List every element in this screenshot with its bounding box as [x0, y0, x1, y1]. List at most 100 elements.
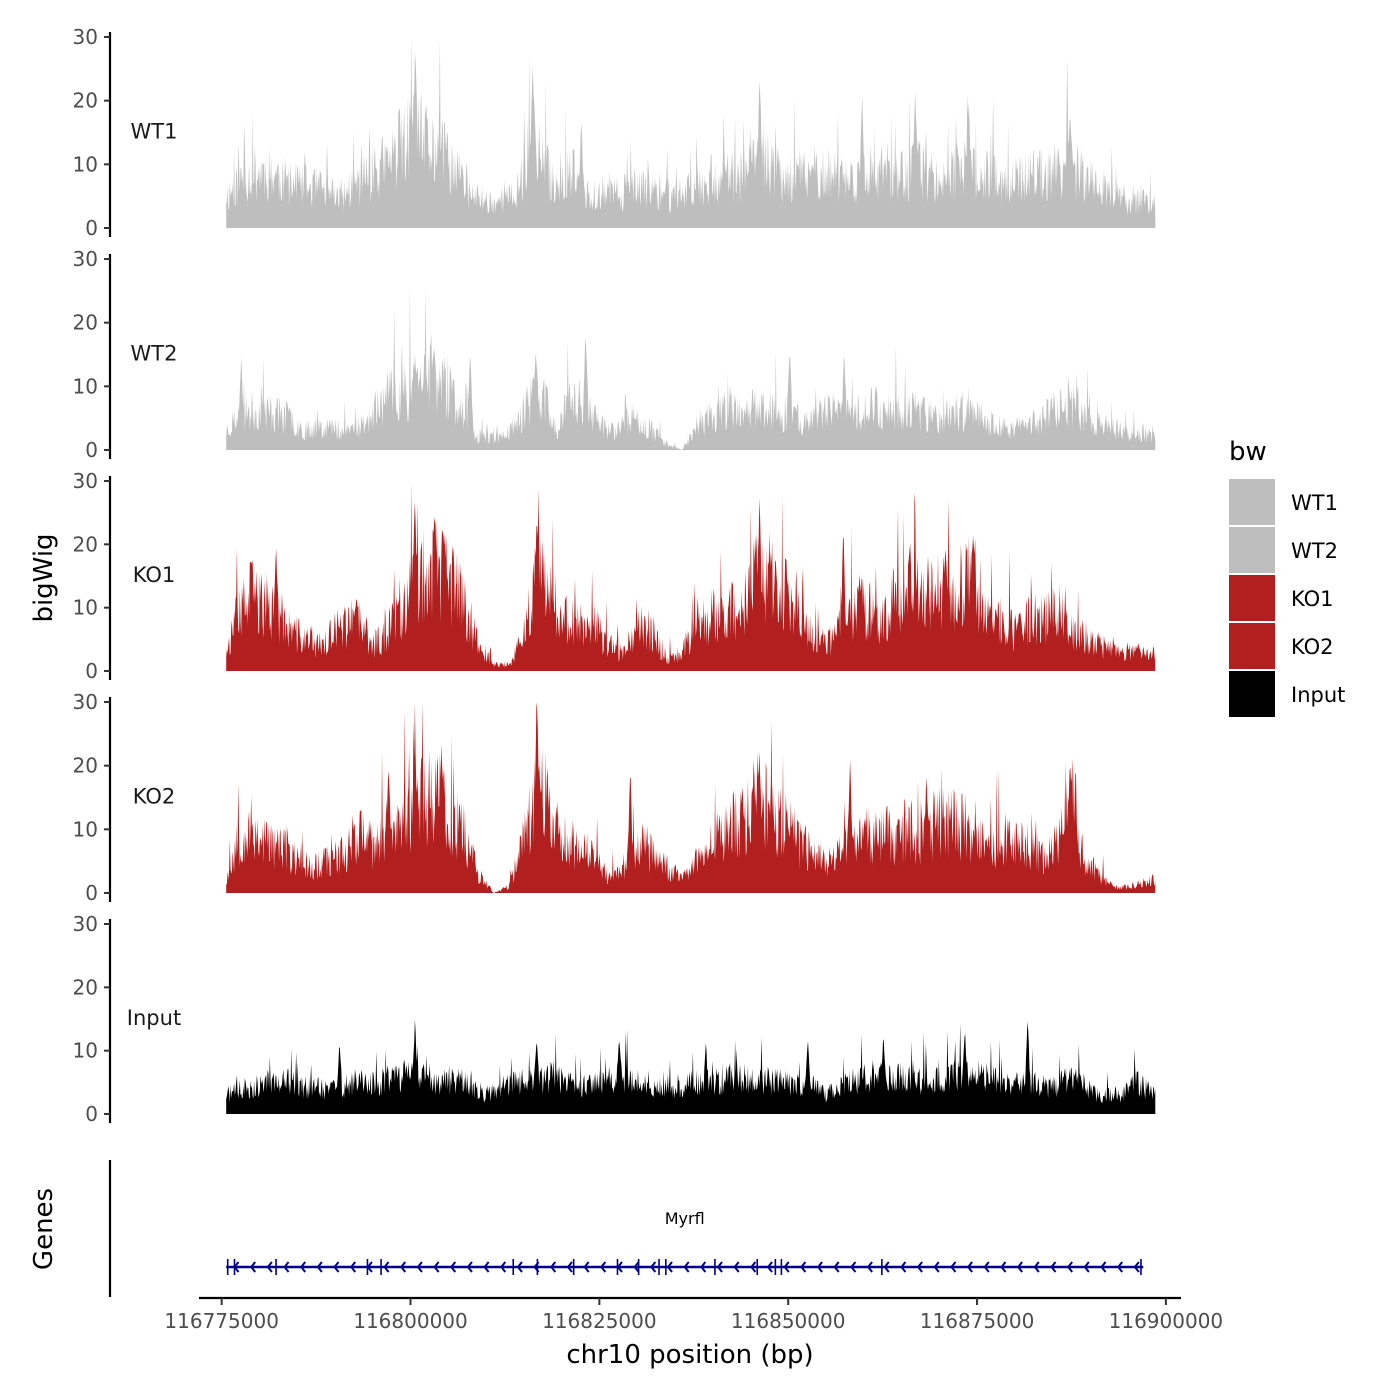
gene-strand-arrow	[1066, 1261, 1073, 1273]
legend-title: bw	[1229, 437, 1267, 467]
x-tick-label: 116875000	[920, 1309, 1035, 1333]
legend-key-ko1	[1229, 575, 1275, 621]
gene-strand-arrow	[500, 1261, 507, 1273]
gene-strand-arrow	[816, 1261, 823, 1273]
legend-label-wt1: WT1	[1291, 491, 1338, 515]
track-ko1: 0 10 20 30 KO1	[73, 469, 1156, 683]
genes-axis-title: Genes	[29, 1188, 59, 1270]
y-tick-label: 10	[73, 596, 98, 620]
gene-strand-arrow	[483, 1261, 490, 1273]
track-label-input: Input	[127, 1006, 181, 1030]
gene-strand-arrow	[466, 1261, 473, 1273]
gene-strand-arrow	[550, 1261, 557, 1273]
y-tick-label: 20	[73, 754, 98, 778]
y-tick-label: 30	[73, 912, 98, 936]
gene-strand-arrow	[933, 1261, 940, 1273]
gene-strand-arrow	[450, 1261, 457, 1273]
y-tick-label: 20	[73, 975, 98, 999]
gene-strand-arrow	[333, 1261, 340, 1273]
gene-strand-arrow	[850, 1261, 857, 1273]
tracks-group: 0 10 20 30 WT1 0 10 20 30 WT2 0 10 20 30 KO1 0 10 20 30 KO2…	[73, 25, 1156, 1126]
gene-strand-arrow	[233, 1261, 240, 1273]
gene-strand-arrow	[366, 1261, 373, 1273]
gene-strand-arrow	[1116, 1261, 1124, 1273]
legend-label-input: Input	[1291, 683, 1345, 707]
gene-strand-arrow	[766, 1261, 773, 1273]
track-input: 0 10 20 30 Input	[73, 912, 1156, 1126]
gene-strand-arrow	[650, 1261, 657, 1273]
y-tick-label: 30	[73, 469, 98, 493]
gene-strand-arrow	[299, 1261, 307, 1273]
track-label-wt1: WT1	[131, 120, 178, 144]
track-label-ko2: KO2	[133, 785, 176, 809]
gene-name-label: Myrfl	[665, 1209, 705, 1228]
track-label-ko1: KO1	[133, 563, 176, 587]
x-axis-title: chr10 position (bp)	[566, 1340, 813, 1370]
coverage-area-ko1	[226, 481, 1156, 671]
gene-strand-arrow	[783, 1261, 790, 1273]
gene-strand-arrow	[666, 1261, 673, 1273]
gene-strand-arrow	[900, 1261, 907, 1273]
legend-label-wt2: WT2	[1291, 539, 1338, 563]
gene-strand-arrow	[283, 1261, 290, 1273]
y-axis-title: bigWig	[29, 533, 59, 622]
legend-label-ko2: KO2	[1291, 635, 1334, 659]
gene-strand-arrow	[416, 1261, 423, 1273]
gene-strand-arrow	[1100, 1261, 1107, 1273]
x-tick-label: 116900000	[1109, 1309, 1224, 1333]
gene-strand-arrow	[600, 1261, 607, 1273]
legend-key-ko2	[1229, 623, 1275, 669]
y-tick-label: 10	[73, 152, 98, 176]
gene-strand-arrow	[616, 1261, 623, 1273]
y-tick-label: 0	[85, 216, 98, 240]
x-tick-label: 116825000	[542, 1309, 657, 1333]
gene-strand-arrow	[683, 1261, 690, 1273]
gene-strand-arrow	[633, 1261, 640, 1273]
track-wt2: 0 10 20 30 WT2	[73, 247, 1156, 462]
gene-strand-arrow	[399, 1261, 407, 1273]
y-tick-label: 30	[73, 247, 98, 271]
legend-label-ko1: KO1	[1291, 587, 1334, 611]
y-tick-label: 0	[85, 438, 98, 462]
gene-strand-arrow	[1133, 1261, 1140, 1273]
gene-strand-arrow	[316, 1261, 323, 1273]
gene-strand-arrow	[533, 1261, 540, 1273]
track-ko2: 0 10 20 30 KO2	[73, 690, 1156, 905]
gene-strand-arrow	[383, 1261, 390, 1273]
gene-strand-arrow	[266, 1261, 273, 1273]
x-tick-label: 116800000	[353, 1309, 468, 1333]
y-tick-label: 30	[73, 25, 98, 49]
y-tick-label: 10	[73, 1039, 98, 1063]
gene-strand-arrow	[1033, 1261, 1040, 1273]
gene-strand-arrow	[983, 1261, 990, 1273]
coverage-area-wt2	[226, 285, 1156, 450]
y-tick-label: 20	[73, 89, 98, 113]
legend: bw WT1 WT2 KO1 KO2 Input	[1229, 437, 1345, 717]
x-tick-label: 116850000	[731, 1309, 846, 1333]
y-tick-label: 0	[85, 659, 98, 683]
gene-strand-arrow	[583, 1261, 590, 1273]
gene-strand-arrow	[950, 1261, 957, 1273]
gene-strand-arrow	[516, 1261, 523, 1273]
y-tick-label: 0	[85, 881, 98, 905]
gene-strand-arrow	[966, 1261, 973, 1273]
gene-strand-arrow	[433, 1261, 440, 1273]
gene-strand-arrow	[750, 1261, 757, 1273]
legend-key-wt2	[1229, 527, 1275, 573]
gene-strand-arrow	[249, 1261, 256, 1273]
gene-strand-arrow	[883, 1261, 890, 1273]
y-tick-label: 30	[73, 690, 98, 714]
y-tick-label: 20	[73, 311, 98, 335]
coverage-area-ko2	[226, 702, 1156, 893]
gene-strand-arrow	[566, 1261, 573, 1273]
gene-strand-arrow	[1000, 1261, 1007, 1273]
gene-track: Myrfl	[108, 1160, 1144, 1297]
y-tick-label: 10	[73, 374, 98, 398]
gene-strand-arrow	[916, 1261, 923, 1273]
legend-key-wt1	[1229, 479, 1275, 525]
x-axis: 116775000 116800000 116825000 116850000 1168…	[164, 1296, 1224, 1333]
y-tick-label: 10	[73, 817, 98, 841]
gene-strand-arrow	[800, 1261, 807, 1273]
gene-strand-arrow	[833, 1261, 840, 1273]
